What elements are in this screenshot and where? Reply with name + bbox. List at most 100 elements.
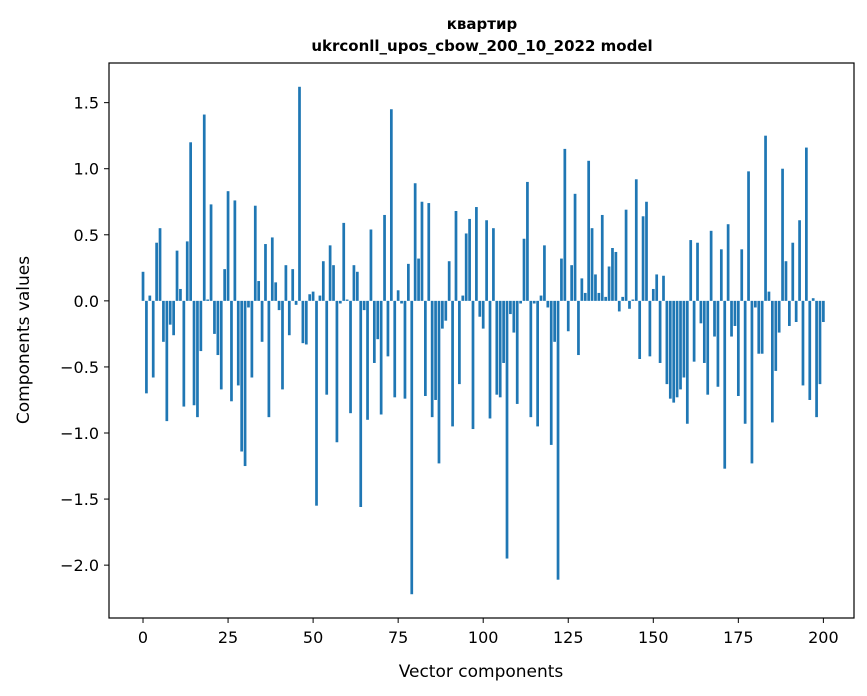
bar-169 [716,300,720,387]
bar-65 [362,300,366,311]
bar-134 [597,292,601,301]
bar-31 [247,300,250,308]
bar-179 [750,300,754,464]
bar-172 [726,224,730,301]
bar-97 [471,300,475,430]
bar-135 [600,214,604,301]
bar-101 [485,220,488,301]
bar-25 [226,191,230,301]
bar-184 [767,291,771,301]
bar-30 [243,300,247,467]
bar-4 [155,242,158,301]
bar-185 [771,300,774,423]
bar-92 [454,211,458,301]
bar-66 [366,300,369,420]
bar-64 [359,300,363,507]
bar-85 [430,300,434,418]
bar-87 [437,300,441,464]
bar-163 [696,242,699,301]
bar-130 [583,292,587,301]
bar-61 [349,300,352,414]
bar-103 [492,228,495,301]
bar-22 [216,300,220,356]
bar-148 [645,201,648,301]
bar-136 [604,296,608,301]
bar-41 [281,300,284,390]
bar-27 [233,200,237,301]
bar-192 [794,300,798,322]
bar-20 [209,204,213,301]
bar-88 [441,300,444,329]
bar-121 [553,300,556,342]
bars-group [141,86,825,595]
bar-13 [185,241,189,301]
bar-123 [560,258,563,301]
bar-108 [509,300,512,315]
bar-63 [355,271,359,301]
bar-19 [206,299,210,301]
bar-112 [522,238,526,301]
bar-91 [451,300,454,427]
x-axis-label: Vector components [399,662,564,682]
bar-167 [709,230,713,301]
bar-38 [270,237,274,301]
bar-14 [189,142,192,301]
bar-76 [400,300,403,304]
bar-133 [594,274,597,301]
bar-197 [811,298,815,301]
bar-12 [182,300,186,407]
x-tick-label-200: 200 [808,628,839,647]
bar-5 [158,228,162,301]
bar-54 [325,300,329,395]
bar-147 [641,216,645,301]
bar-126 [570,265,574,301]
bar-193 [798,220,801,301]
bar-102 [488,300,492,419]
bar-55 [328,245,332,301]
x-tick-label-50: 50 [303,628,323,647]
y-tick-label-1: −1.5 [60,490,99,509]
bar-118 [543,245,546,301]
bar-141 [621,296,625,301]
bar-98 [475,207,478,301]
bar-57 [335,300,339,443]
y-axis-label: Components values [14,256,34,424]
bar-154 [665,300,669,385]
bar-198 [815,300,818,418]
bar-200 [822,300,825,322]
bar-89 [444,300,448,321]
bar-52 [318,295,322,301]
bar-155 [668,300,672,399]
bar-8 [168,300,172,325]
bar-125 [566,300,570,332]
bar-153 [662,275,665,301]
bar-39 [274,282,278,301]
bar-124 [563,148,567,301]
bar-33 [253,205,257,301]
bar-128 [577,300,580,356]
bar-15 [192,300,196,406]
bar-181 [757,300,761,354]
bar-129 [580,278,584,301]
bar-170 [719,249,723,301]
bar-180 [753,300,757,308]
bar-174 [733,300,737,326]
bar-168 [713,300,716,337]
bar-23 [219,300,223,390]
bar-42 [284,265,288,301]
bar-74 [393,300,397,398]
x-tick-label-150: 150 [638,628,669,647]
bar-78 [407,263,410,301]
bar-139 [614,251,618,301]
bar-120 [549,300,553,445]
bar-48 [304,300,308,345]
bar-113 [526,181,529,301]
bar-107 [505,300,509,559]
y-tick-label-7: 1.5 [74,94,99,113]
bar-77 [403,300,407,399]
bar-90 [447,261,451,301]
bar-72 [386,300,390,357]
bar-35 [260,300,264,342]
y-tick-label-4: 0.0 [74,292,99,311]
bar-69 [376,300,380,340]
